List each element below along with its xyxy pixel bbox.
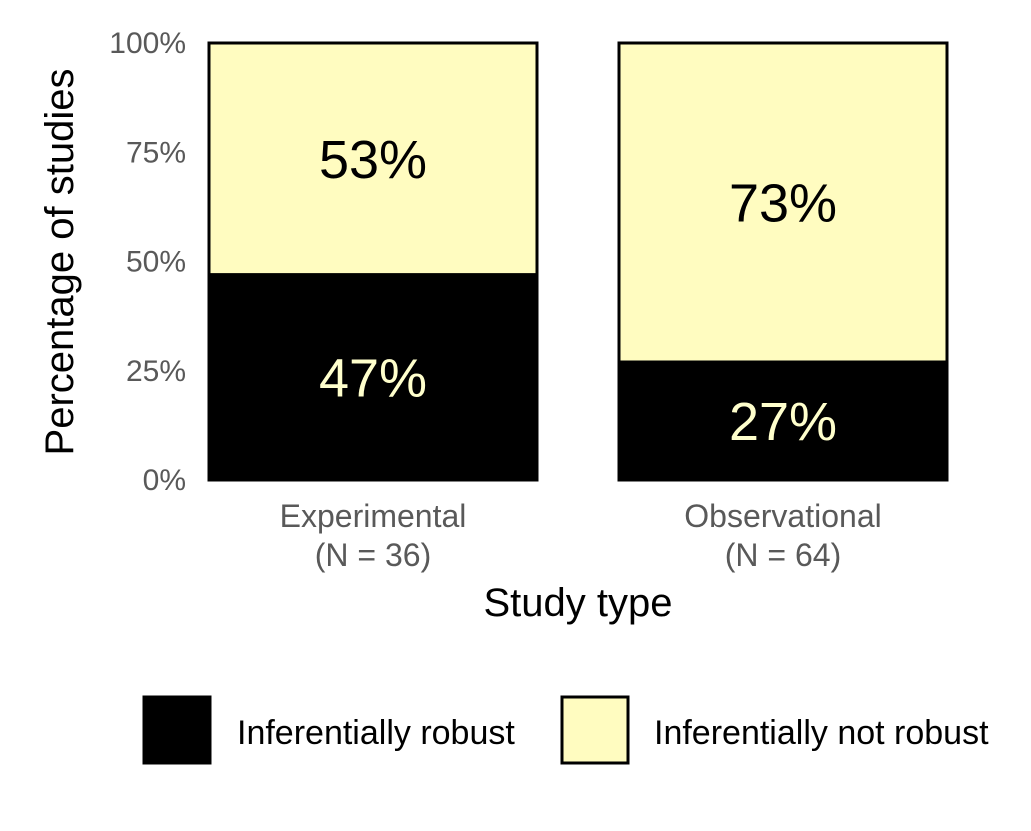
bar-segment [207, 41, 539, 277]
y-tick-label: 25% [126, 355, 186, 388]
x-tick-sublabel: (N = 36) [315, 537, 431, 573]
y-tick-label: 75% [126, 136, 186, 169]
y-tick-label: 0% [143, 464, 186, 497]
bar-value-label: 73% [729, 174, 837, 234]
y-axis-ticks: 0% 25% 50% 75% 100% [109, 27, 186, 497]
legend-label: Inferentially not robust [654, 714, 989, 752]
bar-segment [207, 273, 539, 482]
x-tick-label: Observational [684, 498, 881, 534]
bar-value-label: 27% [729, 392, 837, 452]
x-tick-sublabel: (N = 64) [725, 537, 841, 573]
y-tick-label: 100% [109, 27, 186, 60]
legend-swatch [142, 695, 212, 765]
legend-swatch [560, 695, 630, 765]
x-axis-categories: Experimental(N = 36) Observational(N = 64… [280, 498, 882, 573]
x-tick-label: Experimental [280, 498, 467, 534]
y-axis-title: Percentage of studies [38, 69, 82, 456]
bar-value-label: 53% [319, 130, 427, 190]
bars: 47% 53% 27% 73% [207, 41, 949, 482]
legend-label: Inferentially robust [237, 714, 515, 752]
x-axis-title: Study type [483, 581, 672, 625]
bar-value-label: 47% [319, 348, 427, 408]
bar-segment [617, 41, 949, 364]
y-tick-label: 50% [126, 246, 186, 279]
legend: Inferentially robust Inferentially not ro… [142, 695, 989, 765]
